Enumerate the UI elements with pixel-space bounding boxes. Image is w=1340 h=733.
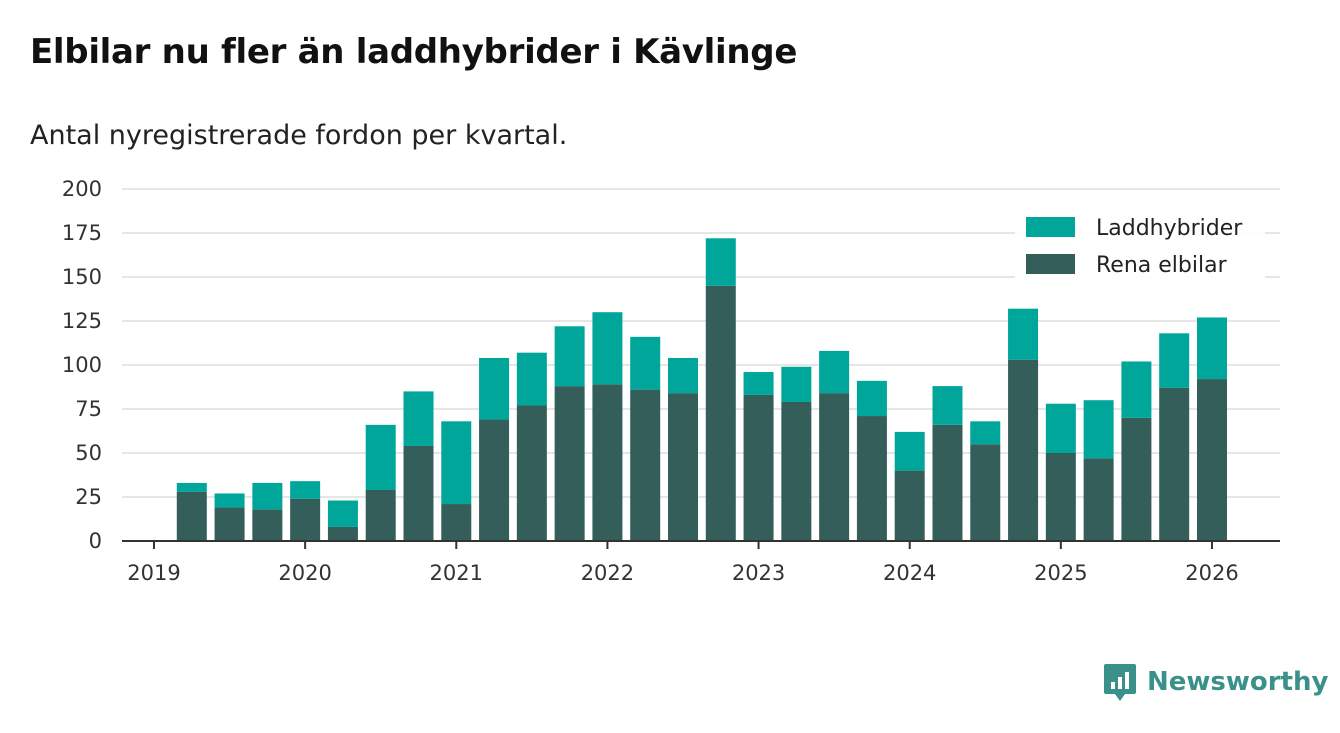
x-tick-label: 2019 xyxy=(127,561,180,585)
bar-rena-elbilar-2022-Q2[interactable] xyxy=(630,389,661,541)
bar-laddhybrider-2021-Q2[interactable] xyxy=(479,357,510,420)
bar-laddhybrider-2021-Q1[interactable] xyxy=(441,421,472,505)
bar-rena-elbilar-2025-Q3[interactable] xyxy=(1121,417,1152,541)
bar-laddhybrider-2019-Q2[interactable] xyxy=(176,482,207,492)
x-tick-label: 2023 xyxy=(732,561,785,585)
bar-laddhybrider-2024-Q4[interactable] xyxy=(1008,308,1039,360)
bars xyxy=(176,238,1227,541)
bar-laddhybrider-2019-Q3[interactable] xyxy=(214,493,245,508)
bar-rena-elbilar-2020-Q2[interactable] xyxy=(327,526,358,541)
bar-rena-elbilar-2021-Q2[interactable] xyxy=(479,419,510,541)
y-tick-label: 125 xyxy=(62,309,102,333)
bar-rena-elbilar-2022-Q1[interactable] xyxy=(592,384,623,541)
x-tick-label: 2021 xyxy=(430,561,483,585)
legend[interactable]: Laddhybrider Rena elbilar xyxy=(1015,208,1265,282)
bar-rena-elbilar-2025-Q1[interactable] xyxy=(1045,453,1076,541)
x-tick-label: 2024 xyxy=(883,561,936,585)
bar-rena-elbilar-2024-Q1[interactable] xyxy=(894,470,925,541)
bar-laddhybrider-2020-Q3[interactable] xyxy=(365,424,396,490)
chart-subtitle: Antal nyregistrerade fordon per kvartal. xyxy=(30,120,568,151)
bar-laddhybrider-2021-Q3[interactable] xyxy=(516,352,547,406)
bar-laddhybrider-2025-Q3[interactable] xyxy=(1121,361,1152,418)
bar-rena-elbilar-2020-Q1[interactable] xyxy=(290,498,321,541)
bar-rena-elbilar-2019-Q4[interactable] xyxy=(252,509,283,541)
bar-rena-elbilar-2023-Q1[interactable] xyxy=(743,394,774,541)
bar-laddhybrider-2025-Q2[interactable] xyxy=(1083,400,1114,459)
bar-rena-elbilar-2024-Q2[interactable] xyxy=(932,424,963,541)
y-tick-label: 25 xyxy=(75,485,102,509)
bar-laddhybrider-2020-Q4[interactable] xyxy=(403,391,434,446)
x-tick-label: 2020 xyxy=(278,561,331,585)
bar-rena-elbilar-2019-Q3[interactable] xyxy=(214,507,245,541)
bar-rena-elbilar-2024-Q4[interactable] xyxy=(1008,359,1039,541)
bar-laddhybrider-2025-Q1[interactable] xyxy=(1045,403,1076,453)
bar-laddhybrider-2023-Q3[interactable] xyxy=(819,350,850,394)
bar-rena-elbilar-2024-Q3[interactable] xyxy=(970,444,1001,541)
bar-rena-elbilar-2026-Q1[interactable] xyxy=(1196,379,1227,541)
legend-swatch-laddhybrider xyxy=(1026,217,1075,237)
legend-label-rena-elbilar: Rena elbilar xyxy=(1096,253,1228,278)
legend-label-laddhybrider: Laddhybrider xyxy=(1096,216,1243,241)
bar-rena-elbilar-2025-Q2[interactable] xyxy=(1083,458,1114,541)
bar-rena-elbilar-2021-Q3[interactable] xyxy=(516,405,547,541)
bar-laddhybrider-2022-Q4[interactable] xyxy=(705,238,736,286)
stacked-bar-chart: 0 25 50 75 100 125 150 175 200 2019 2020 2021 2022 20… xyxy=(62,177,1280,585)
bar-laddhybrider-2024-Q1[interactable] xyxy=(894,431,925,471)
bar-laddhybrider-2022-Q1[interactable] xyxy=(592,312,623,385)
chart-title: Elbilar nu fler än laddhybrider i Kävlin… xyxy=(30,32,798,72)
x-tick-label: 2025 xyxy=(1034,561,1087,585)
bar-rena-elbilar-2020-Q3[interactable] xyxy=(365,489,396,541)
bar-rena-elbilar-2022-Q4[interactable] xyxy=(705,285,736,541)
bar-rena-elbilar-2021-Q1[interactable] xyxy=(441,504,472,541)
y-tick-label: 50 xyxy=(75,441,102,465)
bar-laddhybrider-2023-Q1[interactable] xyxy=(743,372,774,395)
bar-laddhybrider-2025-Q4[interactable] xyxy=(1159,333,1190,388)
brand-name: Newsworthy xyxy=(1147,667,1329,697)
bar-laddhybrider-2026-Q1[interactable] xyxy=(1196,317,1227,380)
y-tick-label: 150 xyxy=(62,265,102,289)
y-tick-label: 175 xyxy=(62,221,102,245)
bar-laddhybrider-2023-Q4[interactable] xyxy=(856,380,887,417)
legend-swatch-rena-elbilar xyxy=(1026,254,1075,274)
bar-rena-elbilar-2022-Q3[interactable] xyxy=(667,393,698,541)
bar-rena-elbilar-2020-Q4[interactable] xyxy=(403,445,434,541)
bar-rena-elbilar-2023-Q4[interactable] xyxy=(856,416,887,541)
bar-rena-elbilar-2023-Q2[interactable] xyxy=(781,401,812,541)
bar-laddhybrider-2020-Q2[interactable] xyxy=(327,500,358,527)
y-tick-label: 75 xyxy=(75,397,102,421)
bar-laddhybrider-2022-Q3[interactable] xyxy=(667,357,698,394)
bar-laddhybrider-2022-Q2[interactable] xyxy=(630,336,661,390)
bar-rena-elbilar-2019-Q2[interactable] xyxy=(176,491,207,541)
y-tick-label: 200 xyxy=(62,177,102,201)
x-tick-label: 2022 xyxy=(581,561,634,585)
bar-laddhybrider-2020-Q1[interactable] xyxy=(290,481,321,499)
x-tick-label: 2026 xyxy=(1185,561,1238,585)
bar-rena-elbilar-2023-Q3[interactable] xyxy=(819,393,850,541)
newsworthy-logo-icon xyxy=(1104,664,1136,701)
bar-rena-elbilar-2025-Q4[interactable] xyxy=(1159,387,1190,541)
y-tick-label: 100 xyxy=(62,353,102,377)
bar-laddhybrider-2019-Q4[interactable] xyxy=(252,482,283,510)
bar-laddhybrider-2023-Q2[interactable] xyxy=(781,366,812,402)
bar-laddhybrider-2024-Q3[interactable] xyxy=(970,421,1001,445)
bar-laddhybrider-2024-Q2[interactable] xyxy=(932,386,963,425)
bar-rena-elbilar-2021-Q4[interactable] xyxy=(554,386,585,541)
bar-laddhybrider-2021-Q4[interactable] xyxy=(554,326,585,387)
y-tick-label: 0 xyxy=(89,529,102,553)
axes: 0 25 50 75 100 125 150 175 200 2019 2020 2021 2022 20… xyxy=(62,177,1280,585)
brand-logo[interactable]: Newsworthy xyxy=(1103,662,1328,702)
